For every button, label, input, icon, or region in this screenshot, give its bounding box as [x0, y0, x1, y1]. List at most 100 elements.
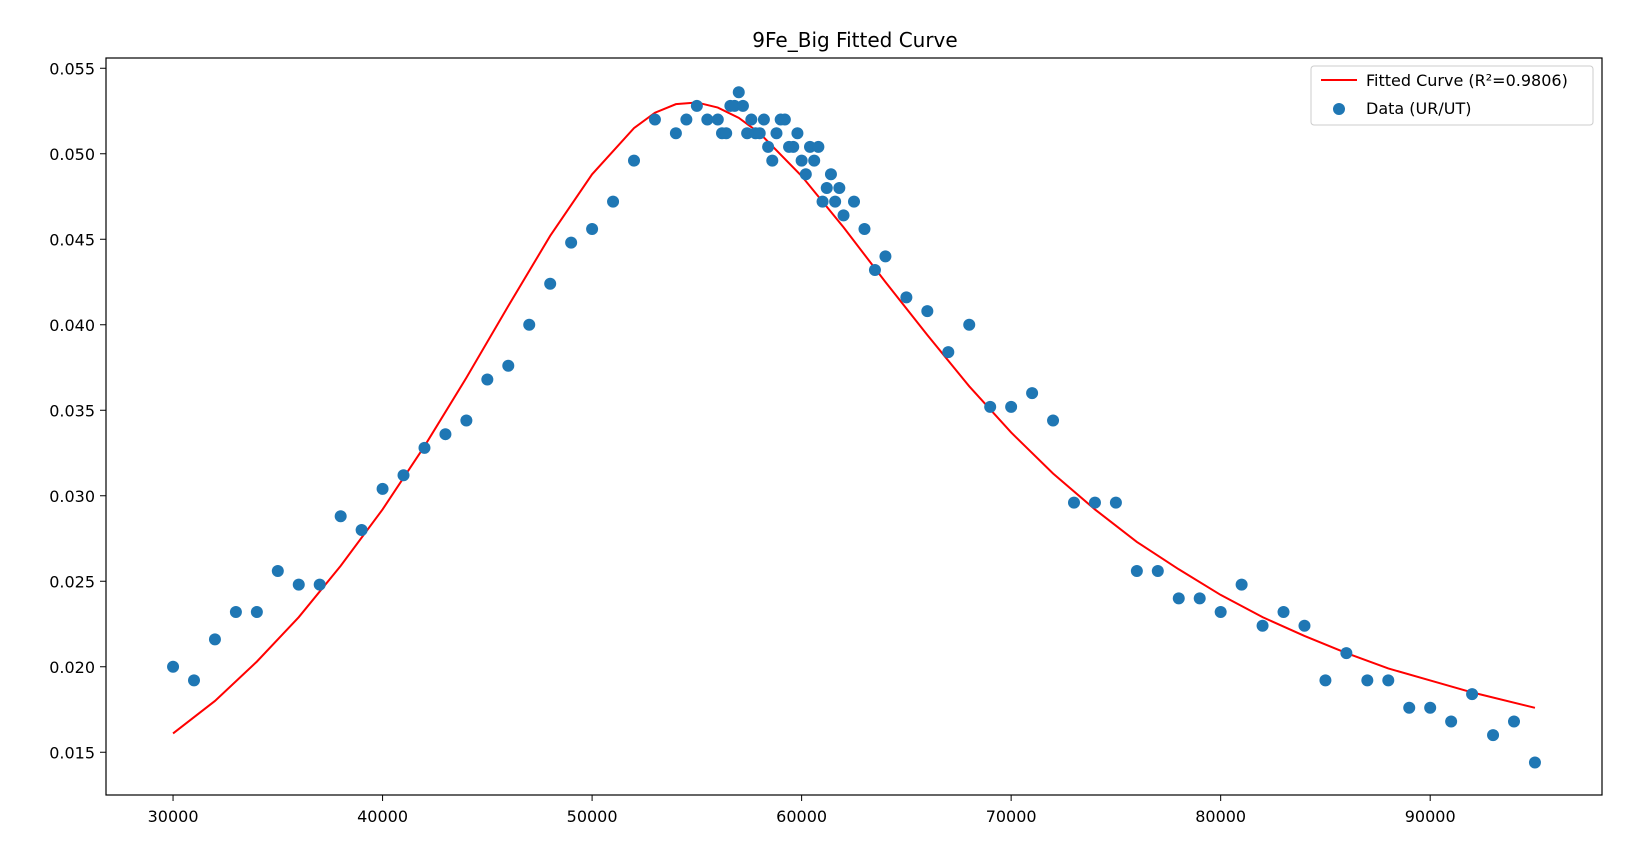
data-point	[791, 127, 804, 140]
data-point	[1445, 715, 1458, 728]
data-point	[648, 113, 661, 126]
data-point	[376, 482, 389, 495]
data-point	[313, 578, 326, 591]
data-point	[1172, 592, 1185, 605]
data-point	[1340, 647, 1353, 660]
data-point	[1256, 619, 1269, 632]
data-point	[848, 195, 860, 208]
data-point	[1361, 674, 1374, 687]
data-point	[1528, 756, 1541, 769]
x-tick-label: 30000	[148, 807, 199, 826]
data-point	[770, 127, 783, 140]
chart-title: 9Fe_Big Fitted Curve	[752, 28, 957, 52]
data-point	[701, 113, 714, 126]
data-point	[736, 99, 749, 112]
y-tick-label: 0.020	[49, 658, 95, 677]
data-point	[188, 674, 200, 687]
legend: Fitted Curve (R²=0.9806) Data (UR/UT)	[1310, 65, 1594, 126]
data-point	[292, 578, 305, 591]
data-point	[741, 127, 754, 140]
data-point	[397, 469, 410, 482]
data-point	[439, 428, 452, 441]
data-point	[250, 606, 263, 619]
y-tick-label: 0.025	[49, 572, 95, 591]
data-point	[418, 441, 431, 454]
axes-layer: 30000 40000 50000 60000 70000 80000 90000 0.015…	[49, 59, 1455, 826]
data-point	[690, 99, 703, 112]
data-point	[963, 318, 976, 331]
data-point	[1277, 606, 1290, 619]
fit-curve-line	[172, 101, 1536, 735]
data-point	[669, 127, 682, 140]
data-point	[833, 181, 846, 194]
legend-box	[1310, 65, 1594, 126]
data-point	[799, 168, 812, 181]
data-point	[795, 154, 808, 167]
data-point	[820, 181, 833, 194]
data-point	[984, 400, 997, 413]
data-point	[824, 168, 837, 181]
y-tick-label: 0.040	[49, 316, 95, 335]
data-point	[808, 154, 821, 167]
x-tick-label: 80000	[1195, 807, 1246, 826]
data-point	[1214, 606, 1227, 619]
data-point	[628, 154, 640, 167]
data-point	[502, 359, 515, 372]
data-point	[711, 113, 724, 126]
y-tick-label: 0.045	[49, 230, 95, 249]
data-point	[1298, 619, 1311, 632]
data-point	[1235, 578, 1248, 591]
plot-content	[167, 86, 1541, 769]
data-point	[460, 414, 473, 427]
x-tick-label: 60000	[776, 807, 827, 826]
data-point	[1151, 564, 1164, 577]
data-point	[208, 633, 221, 646]
data-point	[1487, 729, 1500, 742]
data-point	[1088, 496, 1101, 509]
data-point	[1005, 400, 1018, 413]
data-point	[334, 510, 347, 523]
data-point	[879, 250, 892, 263]
data-point	[787, 140, 800, 153]
data-point	[1047, 414, 1060, 427]
data-point	[1130, 564, 1143, 577]
data-point	[1508, 715, 1520, 728]
y-tick-label: 0.055	[49, 59, 95, 78]
data-point	[481, 373, 494, 386]
data-point	[868, 264, 881, 277]
data-point	[680, 113, 693, 126]
x-tick-label: 70000	[986, 807, 1037, 826]
legend-data-label: Data (UR/UT)	[1366, 99, 1471, 118]
data-point	[829, 195, 842, 208]
data-point	[271, 564, 284, 577]
data-point	[1466, 688, 1479, 701]
data-point	[812, 140, 825, 153]
data-point	[728, 99, 741, 112]
data-point	[732, 86, 745, 99]
data-point	[837, 209, 850, 222]
data-point	[720, 127, 733, 140]
y-tick-label: 0.035	[49, 401, 95, 420]
data-point	[757, 113, 770, 126]
data-point	[804, 140, 816, 153]
data-point	[921, 305, 934, 318]
data-point	[858, 223, 871, 235]
y-tick-label: 0.030	[49, 487, 95, 506]
data-point	[523, 318, 536, 331]
data-point	[1026, 387, 1039, 400]
data-point	[816, 195, 829, 208]
y-tick-label: 0.015	[49, 743, 95, 762]
data-point	[762, 140, 775, 153]
y-tick-label: 0.050	[49, 145, 95, 164]
data-point	[229, 606, 242, 619]
data-point	[1382, 674, 1395, 687]
data-point	[607, 195, 620, 208]
data-point	[778, 113, 791, 126]
data-point	[942, 346, 955, 359]
data-point	[586, 223, 599, 235]
x-tick-label: 90000	[1405, 807, 1456, 826]
data-point	[565, 236, 578, 249]
data-point	[766, 154, 779, 167]
